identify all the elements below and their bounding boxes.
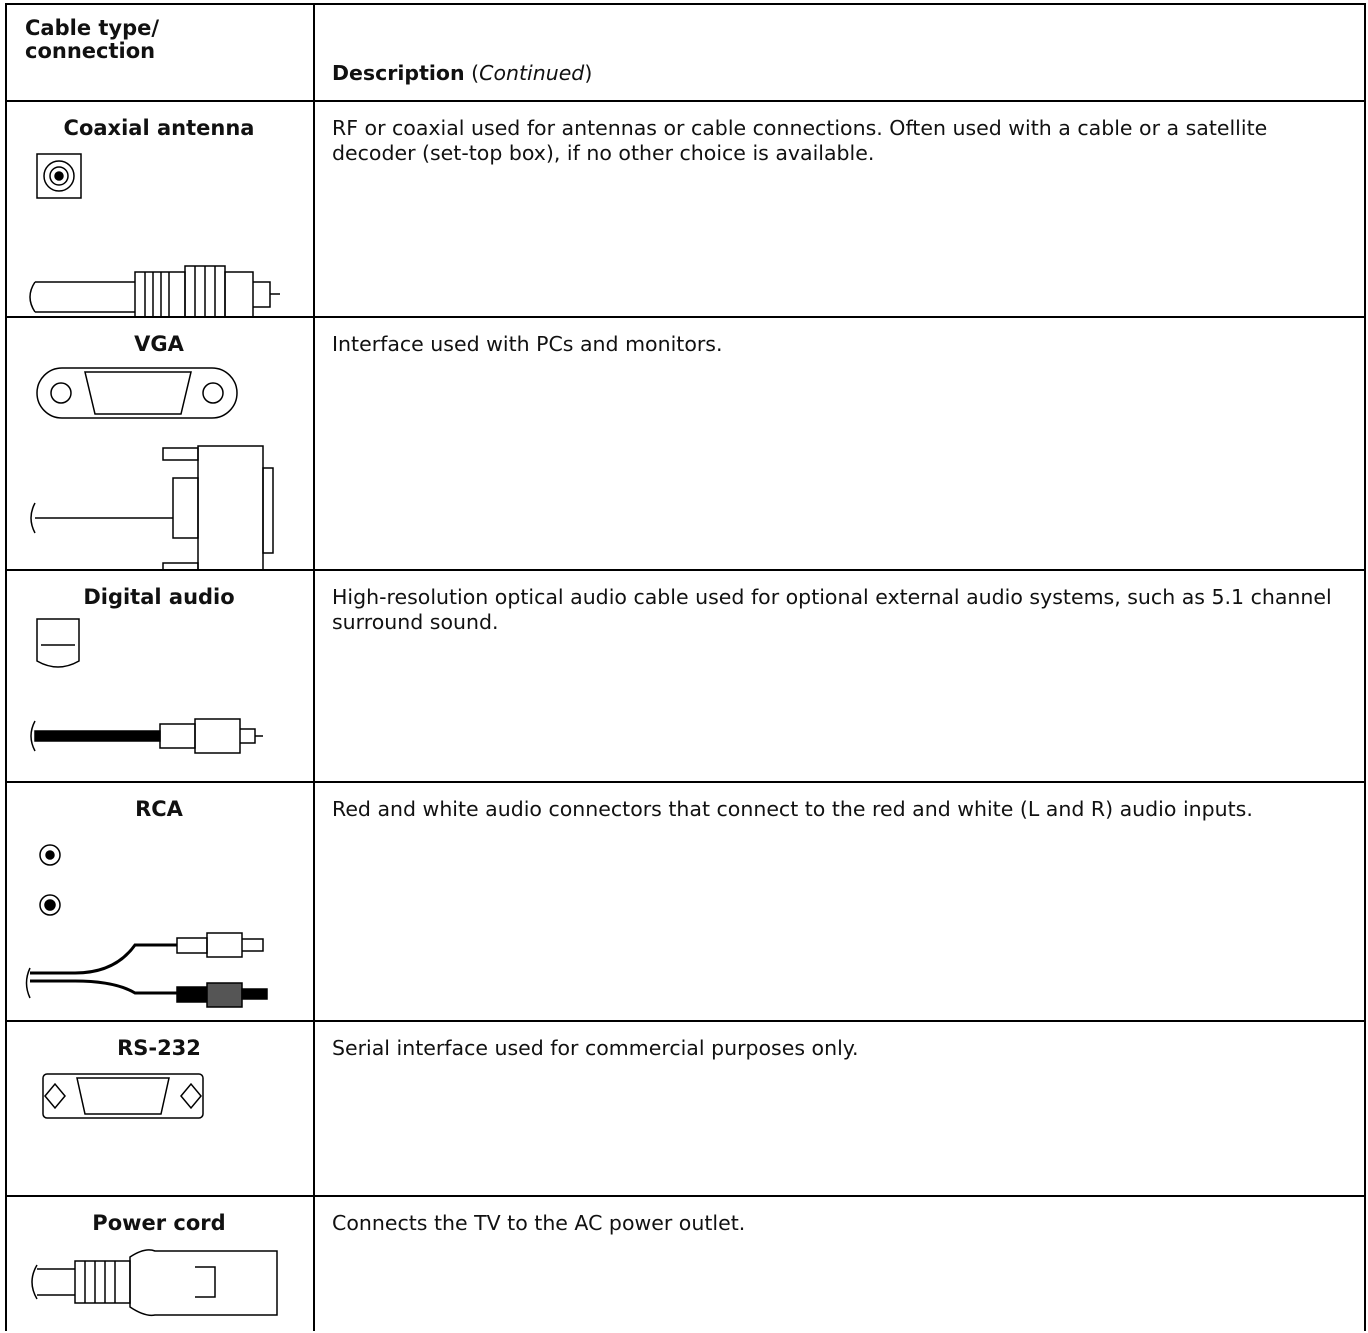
header-row: Cable type/ connection Description (Cont… xyxy=(5,3,1366,100)
cable-cell: VGA xyxy=(5,318,315,570)
table-row: Power cord Connects the TV to the AC pow… xyxy=(5,1195,1366,1331)
description: Red and white audio connectors that conn… xyxy=(332,797,1253,821)
header-cell: Cable type/ connection xyxy=(5,5,315,100)
cable-cell: Coaxial antenna xyxy=(5,102,315,318)
rca-icon xyxy=(25,844,268,1008)
description: RF or coaxial used for antennas or cable… xyxy=(332,116,1268,165)
table-row: Coaxial antenna RF or coaxial used for a… xyxy=(5,100,1366,318)
cable-name: Power cord xyxy=(92,1211,226,1235)
rs232-icon xyxy=(42,1073,204,1119)
table-row: Digital audio High-resolution optical au… xyxy=(5,569,1366,781)
cable-cell: RCA xyxy=(5,783,315,1020)
continued-close: ) xyxy=(584,61,593,85)
cable-name: Digital audio xyxy=(83,585,235,609)
cable-cell: RS-232 xyxy=(5,1022,315,1195)
description: Serial interface used for commercial pur… xyxy=(332,1036,859,1060)
cable-name: RCA xyxy=(135,797,183,821)
description: Connects the TV to the AC power outlet. xyxy=(332,1211,746,1235)
cable-name: Coaxial antenna xyxy=(63,116,255,140)
continued: Continued xyxy=(479,61,585,85)
header-description: Description (Continued) xyxy=(332,61,1347,86)
header-title: Description xyxy=(332,61,465,85)
optical-icon xyxy=(30,618,263,754)
header-cable: Cable type/ connection xyxy=(25,16,160,63)
cable-cell: Power cord xyxy=(5,1197,315,1331)
table-row: RS-232 Serial interface used for commerc… xyxy=(5,1020,1366,1195)
cable-cell: Digital audio xyxy=(5,571,315,781)
continued-open: ( xyxy=(471,61,480,85)
cable-name: VGA xyxy=(134,332,184,356)
description: Interface used with PCs and monitors. xyxy=(332,332,723,356)
power-icon xyxy=(31,1249,278,1317)
coax-icon xyxy=(29,153,280,318)
table-row: VGA Interface used with PCs and monitors… xyxy=(5,316,1366,570)
cable-name: RS-232 xyxy=(117,1036,201,1060)
table-row: RCA Red and white audio connectors that … xyxy=(5,781,1366,1020)
description: High-resolution optical audio cable used… xyxy=(332,585,1332,634)
vga-icon xyxy=(30,367,274,570)
